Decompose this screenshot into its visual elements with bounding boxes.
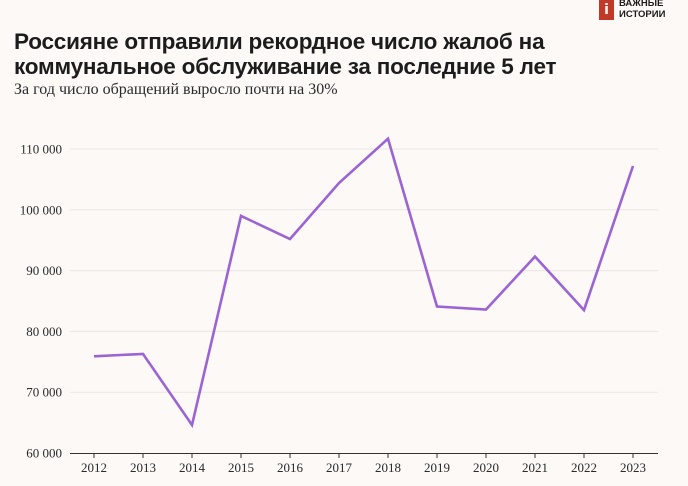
y-tick-label: 60 000 [26,446,62,461]
brand-logo-line1: ВАЖНЫЕ [619,0,664,9]
x-tick-label: 2013 [130,460,156,475]
brand-logo-line2: ИСТОРИИ [619,8,666,20]
x-tick-label: 2020 [473,460,499,475]
y-tick-label: 110 000 [20,142,62,157]
series-group [93,136,635,429]
y-tick-label: 70 000 [26,385,62,400]
x-tick-label: 2019 [424,460,450,475]
chart-subtitle: За год число обращений выросло почти на … [14,81,338,98]
y-tick-label: 80 000 [26,324,62,339]
y-tick-label: 100 000 [20,202,62,217]
chart-title: Россияне отправили рекордное число жалоб… [14,29,557,79]
x-tick-label: 2016 [277,460,304,475]
x-tick-label: 2021 [522,460,548,475]
x-tick-label: 2018 [375,460,401,475]
y-tick-label: 90 000 [26,263,62,278]
x-tick-label: 2023 [620,460,646,475]
series-line [93,136,635,429]
brand-logo-glyph: i [604,2,609,18]
x-tick-label: 2022 [571,460,597,475]
x-tick-label: 2014 [179,460,206,475]
x-tick-label: 2015 [228,460,254,475]
brand-logo: i ВАЖНЫЕ ИСТОРИИ [599,0,665,20]
gridlines [70,148,658,393]
x-tick-label: 2017 [326,460,353,475]
y-axis: 60 000 70 000 80 000 90 000 100 000 110 000 [20,142,62,461]
x-axis: 2012 2013 2014 2015 2016 2017 2018 2019 2020 2021… [70,453,658,475]
brand-logo-icon: i [599,0,614,20]
x-tick-label: 2012 [81,460,107,475]
brand-logo-text: ВАЖНЫЕ ИСТОРИИ [619,0,665,20]
